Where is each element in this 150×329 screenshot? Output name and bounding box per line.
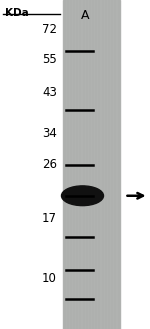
Text: 43: 43: [42, 86, 57, 99]
Text: 17: 17: [42, 212, 57, 225]
Text: 26: 26: [42, 158, 57, 171]
Bar: [63, 0, 120, 329]
Text: KDa: KDa: [4, 8, 28, 18]
Text: 55: 55: [42, 53, 57, 66]
Text: A: A: [81, 9, 90, 22]
Text: 10: 10: [42, 271, 57, 285]
Text: 72: 72: [42, 23, 57, 36]
Text: 34: 34: [42, 127, 57, 140]
Ellipse shape: [61, 186, 103, 206]
